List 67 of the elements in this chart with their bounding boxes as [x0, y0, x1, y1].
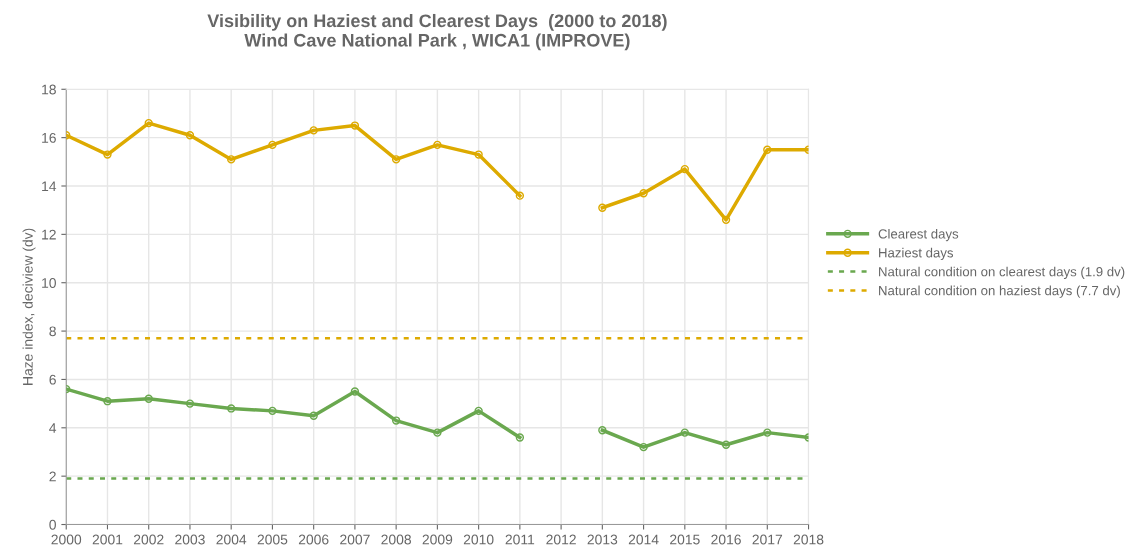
point [763, 145, 772, 154]
point [103, 150, 112, 159]
y-tick-label: 12 [42, 229, 56, 240]
x-tick-label: 2005 [257, 534, 288, 545]
point [227, 155, 236, 164]
legend-label: Clearest days [878, 228, 959, 242]
x-tick-label: 2015 [670, 534, 700, 545]
point [144, 118, 153, 128]
point [309, 126, 318, 135]
y-tick-label: 14 [42, 181, 57, 192]
x-tick-label: 2013 [587, 534, 618, 545]
point [350, 387, 360, 396]
x-tick-label: 2002 [133, 534, 164, 545]
point [598, 426, 607, 435]
x-tick-label: 2004 [216, 534, 247, 545]
legend-label: Natural condition on haziest days (7.7 dv) [879, 285, 1120, 298]
point [268, 406, 277, 416]
x-tick-label: 2001 [92, 534, 123, 545]
point [268, 140, 277, 150]
y-tick-label: 16 [42, 132, 56, 143]
point [144, 394, 153, 403]
point [598, 203, 607, 212]
point [680, 428, 689, 437]
x-tick-label: 2017 [752, 534, 783, 545]
point [474, 406, 483, 416]
point [227, 404, 236, 413]
point [103, 397, 112, 406]
x-tick-label: 2012 [546, 534, 576, 545]
y-axis-title: Haze index, deciview (dv) [22, 228, 36, 385]
y-tick-label: 8 [49, 326, 56, 337]
y-tick-label: 0 [49, 519, 56, 530]
x-tick-label: 2000 [51, 534, 82, 545]
point [721, 440, 731, 449]
point [680, 164, 689, 174]
point [433, 428, 442, 437]
y-tick-label: 10 [42, 278, 56, 288]
point [433, 140, 442, 150]
point [639, 189, 648, 198]
x-tick-label: 2007 [340, 534, 370, 545]
legend-label: Haziest days [879, 247, 954, 261]
point [763, 428, 772, 437]
x-tick-label: 2008 [381, 534, 411, 545]
point [185, 131, 195, 140]
point [639, 442, 648, 452]
point [350, 121, 360, 130]
y-tick-label: 6 [49, 374, 56, 385]
x-tick-label: 2018 [793, 534, 824, 545]
point [515, 191, 525, 200]
x-tick-label: 2009 [422, 534, 453, 545]
x-tick-label: 2003 [175, 534, 205, 545]
y-tick-label: 2 [49, 471, 56, 482]
x-tick-label: 2014 [628, 534, 659, 545]
x-tick-label: 2011 [505, 534, 535, 545]
y-tick-label: 4 [49, 423, 57, 433]
legend-label: Natural condition on clearest days (1.9 dv) [879, 266, 1125, 279]
point [391, 416, 401, 425]
point [515, 433, 525, 442]
x-tick-label: 2016 [711, 534, 741, 545]
point [474, 150, 483, 159]
point [185, 399, 195, 408]
y-tick-label: 18 [42, 84, 56, 95]
x-tick-label: 2010 [463, 534, 494, 545]
point [721, 215, 731, 225]
x-tick-label: 2006 [298, 534, 329, 545]
point [309, 411, 318, 420]
chart-title: Visibility on Haziest and Clearest Days (2000 to 2018) Wind Cave National Park , WICA1 (IMPROVE) [207, 13, 667, 51]
point [391, 155, 401, 164]
